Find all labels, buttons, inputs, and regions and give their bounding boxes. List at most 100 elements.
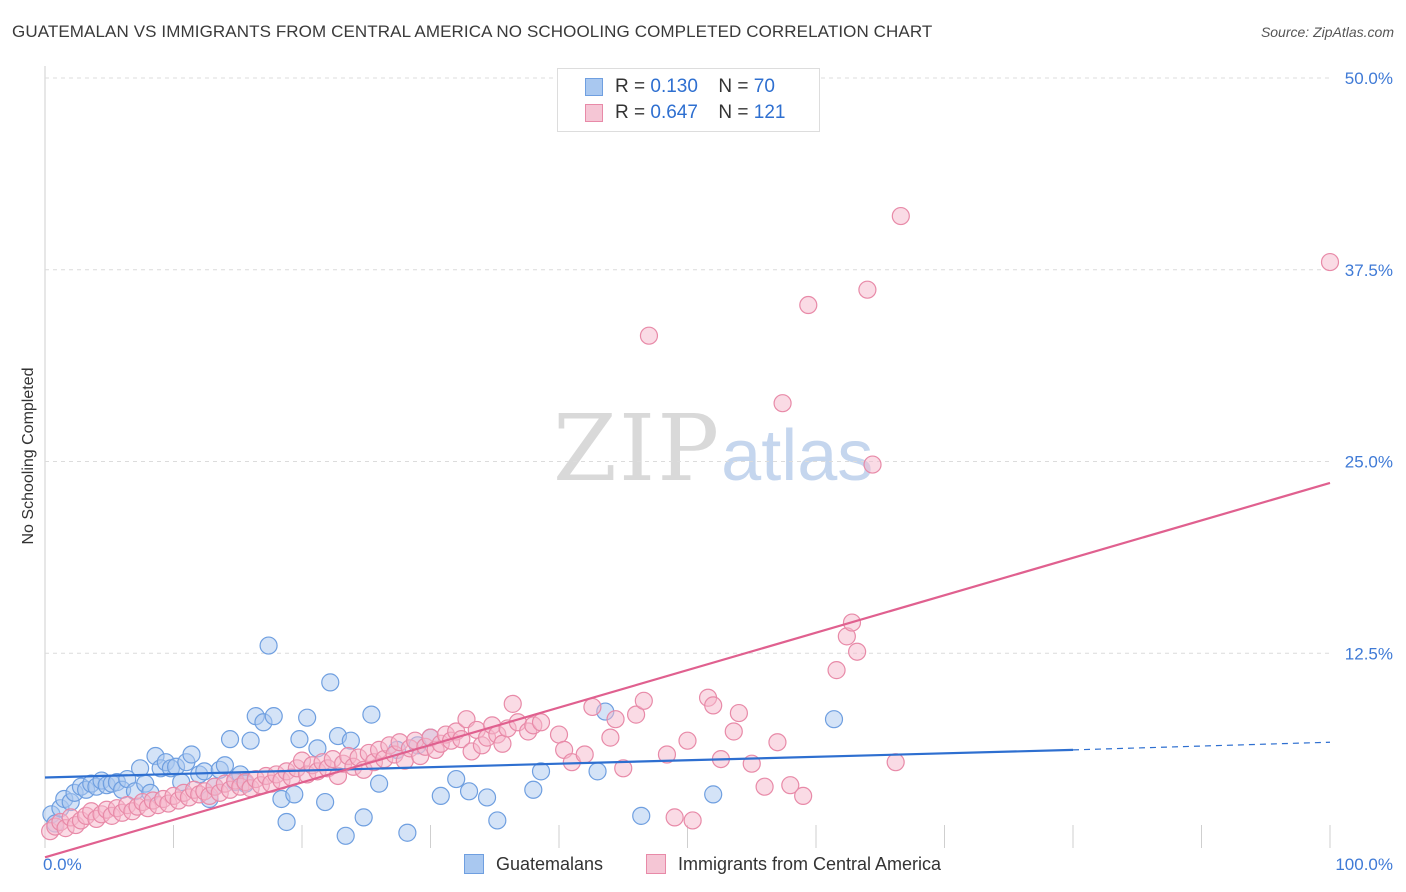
- legend-r-label: R =: [615, 76, 646, 97]
- data-point: [316, 792, 335, 812]
- data-point: [285, 785, 304, 804]
- data-point: [755, 777, 774, 796]
- data-point: [678, 731, 697, 750]
- watermark-zip: ZIP: [553, 395, 722, 502]
- grid-lines: [44, 66, 1330, 845]
- bottom-legend-swatch-blue: [464, 854, 484, 874]
- x-axis-ticks: [44, 825, 1331, 848]
- data-point: [336, 826, 355, 845]
- data-point: [704, 696, 723, 715]
- data-point: [848, 642, 867, 661]
- data-point: [264, 707, 283, 726]
- data-point: [665, 808, 684, 827]
- data-point: [354, 808, 373, 827]
- data-point: [398, 823, 417, 842]
- data-point: [626, 705, 646, 724]
- chart-source: Source: ZipAtlas.com: [1260, 24, 1394, 40]
- x-axis-tick-labels: 0.0% 100.0%: [43, 855, 1393, 874]
- data-point: [768, 733, 787, 752]
- data-point: [362, 705, 381, 724]
- data-point: [588, 762, 607, 781]
- trend-line-immigrants: [44, 481, 1331, 859]
- legend-swatch-pink: [585, 104, 603, 122]
- legend-row-immigrants: R = 0.647 N = 121: [585, 101, 785, 125]
- data-point: [781, 776, 800, 795]
- data-point: [290, 730, 309, 749]
- y-tick-label: 37.5%: [1345, 261, 1393, 280]
- data-point: [724, 722, 743, 741]
- data-point: [215, 756, 234, 775]
- legend-n-value: 70: [753, 76, 775, 97]
- data-point: [182, 745, 201, 764]
- series-guatemalans: [42, 636, 844, 845]
- legend-r-label: R =: [615, 102, 646, 123]
- legend-n-value: 121: [753, 102, 786, 123]
- data-point: [827, 661, 846, 680]
- data-point: [575, 745, 594, 764]
- data-point: [1320, 252, 1340, 272]
- legend-swatch-blue: [585, 78, 603, 96]
- data-point: [886, 753, 905, 772]
- data-point: [220, 730, 240, 749]
- legend-n-label: N =: [718, 76, 749, 97]
- bottom-legend-swatch-pink: [646, 854, 666, 874]
- y-axis-tick-labels: 12.5% 25.0% 37.5% 50.0%: [1345, 69, 1393, 663]
- x-tick-label: 0.0%: [43, 855, 82, 874]
- data-point: [531, 713, 551, 732]
- legend-row-guatemalans: R = 0.130 N = 70: [585, 75, 775, 99]
- watermark-atlas: atlas: [721, 416, 874, 496]
- legend-r-value: 0.130: [650, 76, 698, 97]
- chart-title: GUATEMALAN VS IMMIGRANTS FROM CENTRAL AM…: [12, 22, 933, 41]
- bottom-legend-label: Guatemalans: [496, 853, 604, 874]
- data-point: [601, 728, 620, 747]
- data-point: [321, 673, 340, 692]
- y-tick-label: 12.5%: [1345, 644, 1393, 663]
- data-point: [459, 782, 479, 801]
- legend-n-label: N =: [718, 102, 749, 123]
- data-point: [259, 636, 278, 655]
- data-point: [477, 788, 497, 807]
- watermark: ZIPatlas: [553, 395, 873, 502]
- data-point: [531, 762, 551, 781]
- data-point: [799, 295, 818, 315]
- data-point: [195, 762, 214, 781]
- data-point: [298, 708, 317, 727]
- bottom-legend-label: Immigrants from Central America: [678, 853, 942, 874]
- data-point: [657, 745, 677, 764]
- trend-line-guatemalans: [44, 748, 1074, 779]
- data-point: [583, 697, 602, 717]
- data-point: [241, 731, 260, 750]
- data-point: [370, 774, 389, 793]
- data-point: [524, 780, 543, 799]
- data-point: [488, 811, 507, 830]
- correlation-legend: R = 0.130 N = 70 R = 0.647 N = 121: [557, 68, 820, 132]
- data-point: [683, 811, 702, 830]
- data-point: [773, 394, 792, 413]
- data-point: [863, 455, 882, 474]
- data-point: [503, 694, 522, 713]
- data-point: [447, 769, 466, 789]
- legend-r-value: 0.647: [650, 102, 698, 123]
- data-point: [614, 759, 633, 778]
- data-point: [341, 731, 360, 750]
- data-point: [639, 326, 659, 345]
- data-point: [277, 812, 296, 832]
- data-point: [704, 785, 723, 804]
- data-point: [606, 710, 625, 729]
- y-tick-label: 25.0%: [1345, 453, 1393, 472]
- y-tick-label: 50.0%: [1345, 69, 1393, 88]
- trend-line-guatemalans-extension: [1072, 741, 1331, 751]
- data-point: [634, 691, 653, 710]
- series-immigrants-central-america: [41, 206, 1340, 841]
- data-point: [794, 786, 813, 806]
- data-point: [824, 710, 844, 729]
- bottom-legend-immigrants: Immigrants from Central America: [646, 852, 941, 876]
- data-point: [891, 206, 910, 226]
- data-point: [493, 734, 512, 753]
- x-tick-label: 100.0%: [1335, 855, 1393, 874]
- data-point: [632, 806, 651, 825]
- bottom-legend-guatemalans: Guatemalans: [464, 852, 603, 876]
- data-point: [729, 703, 749, 723]
- trend-lines: [44, 481, 1331, 859]
